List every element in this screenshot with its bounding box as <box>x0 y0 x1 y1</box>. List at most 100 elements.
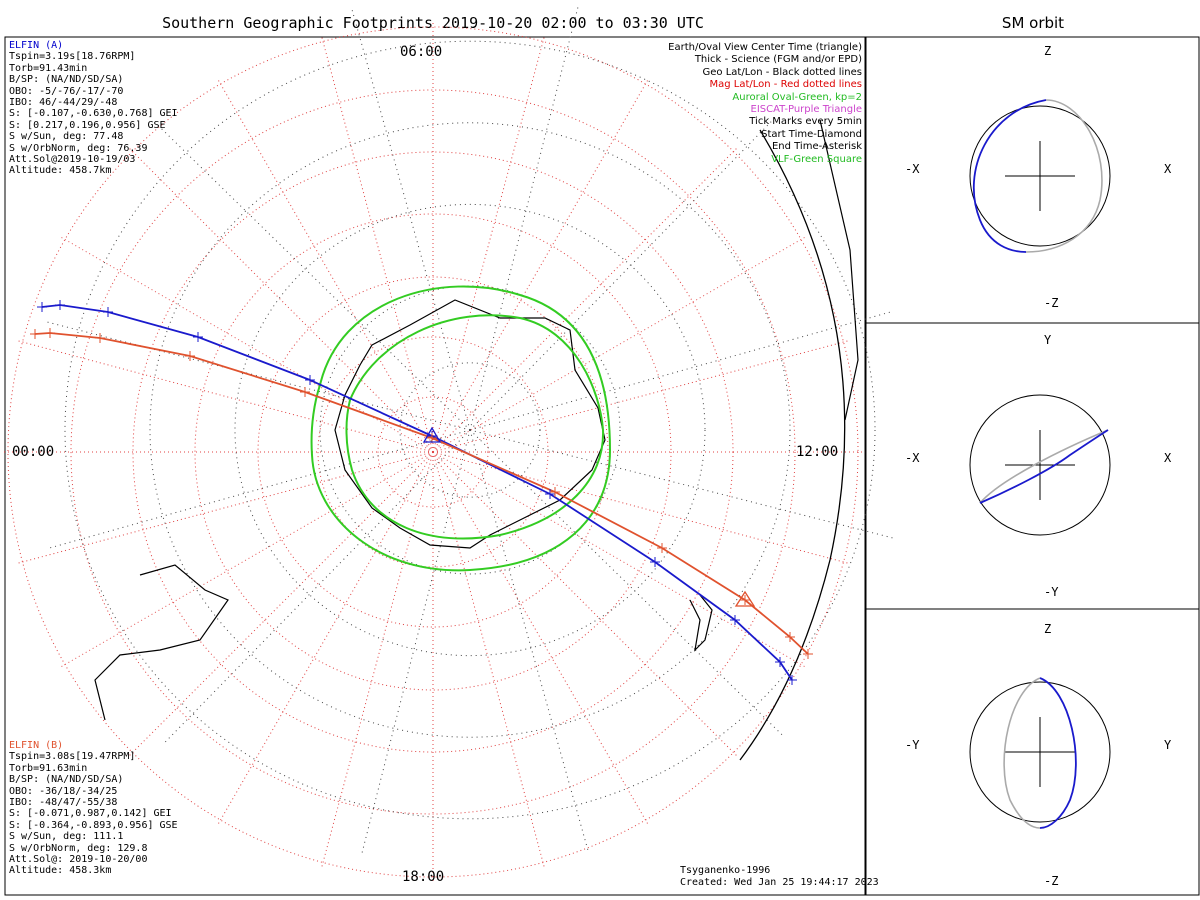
mlt-label-right: 12:00 <box>796 444 839 460</box>
elfin-b-line: S: [-0.364,-0.893,0.956] GSE <box>9 819 178 831</box>
mag-lon-line <box>432 340 849 453</box>
elfin-a-tick <box>775 657 785 667</box>
orbit3-top-label: Z <box>1044 622 1052 636</box>
elfin-a-tick <box>193 332 203 342</box>
orbit2-earth-circle <box>969 394 1111 536</box>
elfin-a-line: Att.Sol@2019-10-19/03 <box>9 154 136 166</box>
elfin-a-line: IBO: 46/-44/29/-48 <box>9 97 118 109</box>
elfin-b-tick <box>300 387 310 397</box>
geo-lon-line <box>469 429 786 738</box>
geo-lat-circle <box>64 40 876 820</box>
elfin-b-line: Torb=91.63min <box>9 762 88 774</box>
mag-lon-line <box>321 451 434 868</box>
mag-lon-line <box>432 451 849 564</box>
auroral-oval <box>310 285 612 572</box>
orbit1-elfin-b-orbit <box>1025 99 1103 253</box>
elfin-a-line: S w/OrbNorm, deg: 76.39 <box>9 142 148 154</box>
geo-lon-line <box>469 429 897 540</box>
elfin-a-tick <box>37 302 47 312</box>
geo-lon-line <box>43 320 471 431</box>
elfin-a-tick <box>545 489 555 499</box>
auroral-oval-outer <box>310 285 612 572</box>
mag-lon-line <box>432 236 806 453</box>
orbit1-elfin-a-orbit <box>972 99 1047 253</box>
orbit2-axes <box>1005 430 1075 500</box>
earth-limb <box>739 129 846 761</box>
orbit1-right-label: X <box>1164 162 1172 176</box>
elfin-a-tick <box>103 307 113 317</box>
elfin-b-tick <box>550 487 560 497</box>
orbit1-left-label: -X <box>905 162 920 176</box>
orbit3-bottom-label: -Z <box>1044 874 1059 888</box>
mlt-label-left: 00:00 <box>12 444 55 460</box>
antarctica-outline <box>334 299 606 549</box>
elfin-a-line: OBO: -5/-76/-17/-70 <box>9 85 124 97</box>
elfin-b-line: Att.Sol@: 2019-10-20/00 <box>9 854 148 866</box>
elfin-a-line: Torb=91.43min <box>9 62 88 74</box>
sm-orbit-panels <box>969 99 1111 829</box>
elfin-a-line: Altitude: 458.7km <box>9 165 112 177</box>
legend-entry: Start Time-Diamond <box>761 128 862 140</box>
orbit3-left-label: -Y <box>905 738 920 752</box>
elfin-b-line: Tspin=3.08s[19.47RPM] <box>9 751 136 763</box>
mlt-label-top: 06:00 <box>400 44 443 60</box>
elfin-b-line: Altitude: 458.3km <box>9 865 112 877</box>
elfin-b-line: B/SP: (NA/ND/SD/SA) <box>9 774 124 786</box>
mag-lat-circle <box>70 89 796 815</box>
elfin-b-tick <box>803 649 813 659</box>
elfin-a-line: S: [0.217,0.196,0.956] GSE <box>9 119 166 131</box>
orbit2-left-label: -X <box>905 451 920 465</box>
geo-lon-line <box>162 429 471 746</box>
legend-entry: Mag Lat/Lon - Red dotted lines <box>709 79 862 91</box>
orbit1-earth-circle <box>969 105 1111 247</box>
orbit2-top-label: Y <box>1044 333 1052 347</box>
mag-lat-circle <box>257 276 609 628</box>
south-america-coast <box>94 564 229 721</box>
geo-lat-circle <box>319 285 621 575</box>
elfin-a-line: S: [-0.107,-0.630,0.768] GEI <box>9 108 178 120</box>
mag-lon-line <box>432 451 649 825</box>
legend-entry: VLF-Green Square <box>771 153 862 165</box>
elfin-b-line: OBO: -36/18/-34/25 <box>9 785 118 797</box>
mag-lon-line <box>217 451 434 825</box>
mag-lon-line <box>128 451 434 757</box>
geo-lon-line <box>469 114 778 431</box>
legend-entry: Auroral Oval-Green, kp=2 <box>732 91 862 103</box>
orbit1-axes <box>1005 141 1075 211</box>
orbit3-right-label: Y <box>1164 738 1172 752</box>
mag-lon-line <box>17 340 434 453</box>
geo-lon-line <box>46 429 471 550</box>
mag-lon-line <box>432 451 545 868</box>
mag-lat-circle <box>377 396 489 508</box>
footprint-tracks <box>30 300 813 685</box>
elfin-b-tick <box>185 351 195 361</box>
elfin-a-tick <box>55 300 65 310</box>
legend: Earth/Oval View Center Time (triangle) T… <box>668 42 862 166</box>
orbit3-axes <box>1005 717 1075 787</box>
orbit3-earth-circle <box>969 681 1111 823</box>
credit-created: Created: Wed Jan 25 19:44:17 2023 <box>680 877 879 888</box>
elfin-a-name: ELFIN (A) <box>9 40 64 51</box>
elfin-a-line: B/SP: (NA/ND/SD/SA) <box>9 74 124 86</box>
orbit1-bottom-label: -Z <box>1044 296 1059 310</box>
mag-lon-line <box>321 36 434 453</box>
elfin-b-tick <box>30 329 40 339</box>
auroral-oval-inner <box>345 314 605 540</box>
geo-lon-line <box>469 310 894 431</box>
elfin-a-tick <box>650 557 660 567</box>
australia-coast <box>819 119 859 421</box>
elfin-a-tick <box>730 615 740 625</box>
credit-model: Tsyganenko-1996 <box>680 865 771 876</box>
mag-lat-circle <box>317 336 549 568</box>
mag-lon-line <box>60 451 434 668</box>
orbit2-right-label: X <box>1164 451 1172 465</box>
new-zealand-coast <box>689 594 713 652</box>
legend-entry: EISCAT-Purple Triangle <box>750 104 863 116</box>
elfin-b-line: S: [-0.071,0.987,0.142] GEI <box>9 808 172 820</box>
geo-lon-line <box>154 122 471 431</box>
geo-lat-circle <box>399 362 541 498</box>
elfin-b-tick <box>785 632 795 642</box>
elfin-b-tick <box>95 333 105 343</box>
elfin-b-name: ELFIN (B) <box>9 740 64 751</box>
geo-lon-line <box>350 6 471 431</box>
